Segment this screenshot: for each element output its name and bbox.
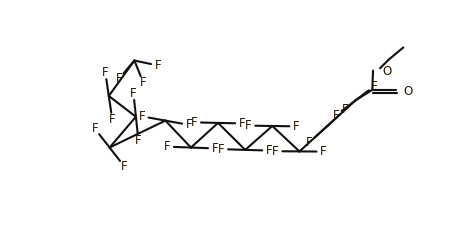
Text: F: F [91,122,98,135]
Text: F: F [293,120,300,133]
Text: F: F [121,160,127,173]
Text: F: F [272,145,279,158]
Text: F: F [245,119,252,132]
Text: F: F [135,134,142,147]
Text: F: F [333,109,339,121]
Text: F: F [218,143,224,156]
Text: F: F [371,80,378,93]
Text: F: F [212,142,218,155]
Text: F: F [239,117,245,130]
Text: F: F [130,86,137,99]
Text: F: F [266,144,273,157]
Text: F: F [109,113,116,126]
Text: F: F [320,145,327,158]
Text: F: F [191,116,197,129]
Text: O: O [382,65,392,78]
Text: F: F [186,118,192,131]
Text: F: F [138,110,145,123]
Text: F: F [116,72,122,85]
Text: F: F [140,76,147,89]
Text: O: O [403,85,413,98]
Text: F: F [102,66,109,79]
Text: F: F [164,140,170,153]
Text: F: F [306,136,313,149]
Text: F: F [342,103,349,116]
Text: F: F [155,59,161,72]
